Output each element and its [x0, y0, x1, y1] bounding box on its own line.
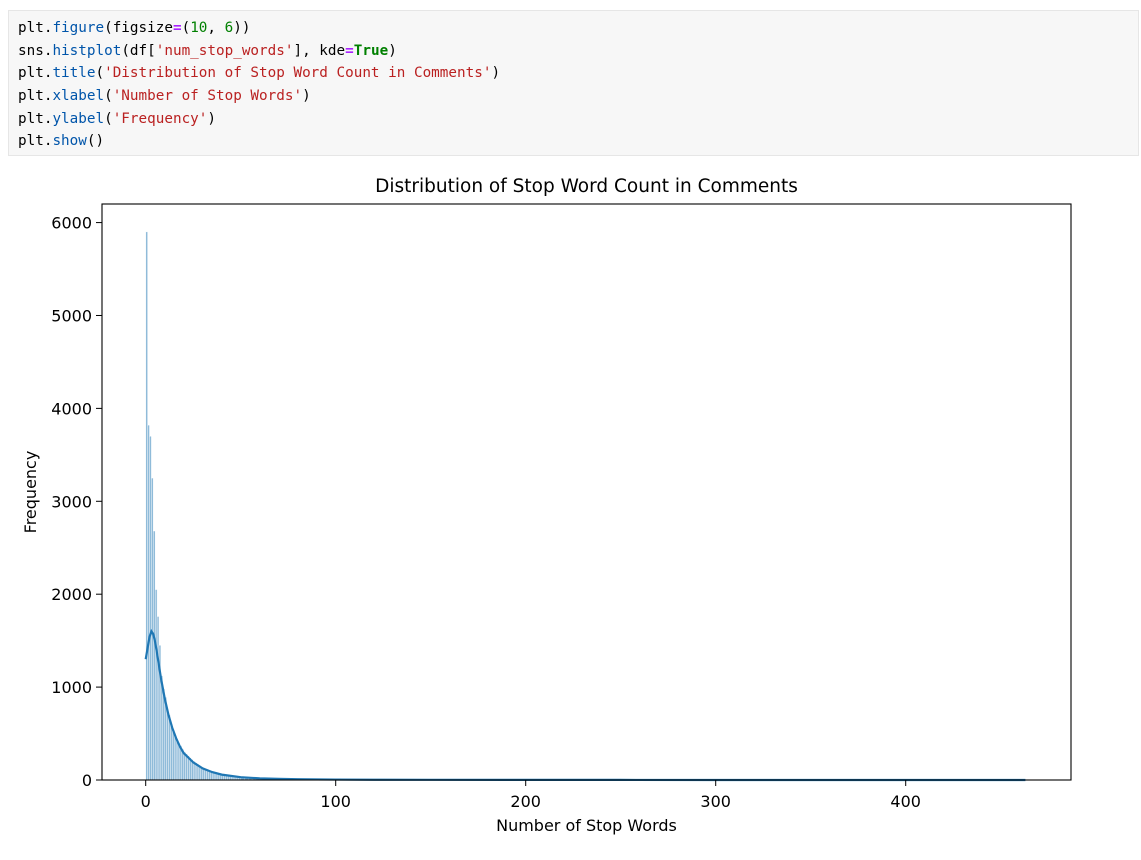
- x-tick-label: 200: [510, 792, 541, 811]
- histogram-bar: [153, 531, 155, 780]
- x-tick-label: 300: [700, 792, 731, 811]
- y-tick-label: 3000: [51, 492, 92, 511]
- y-tick-label: 6000: [51, 214, 92, 233]
- histogram-bar: [151, 478, 153, 780]
- code-token: plt.: [18, 88, 52, 104]
- code-token: sns.: [18, 43, 52, 59]
- code-token: (: [104, 111, 113, 127]
- y-tick-label: 5000: [51, 306, 92, 325]
- histogram-bar: [178, 743, 180, 780]
- code-line: plt.title('Distribution of Stop Word Cou…: [18, 62, 1138, 85]
- x-axis-label: Number of Stop Words: [496, 816, 677, 835]
- code-token: xlabel: [52, 88, 104, 104]
- y-axis-label: Frequency: [21, 451, 40, 534]
- histogram-bar: [163, 689, 165, 780]
- code-token: (): [87, 133, 104, 149]
- x-axis-ticks: 0 100 200 300 400: [141, 780, 921, 811]
- code-token: show: [52, 133, 86, 149]
- code-token: plt.: [18, 111, 52, 127]
- code-line: plt.ylabel('Frequency'): [18, 108, 1138, 131]
- code-token: ,: [207, 20, 224, 36]
- code-token: ): [491, 65, 500, 81]
- histogram-bar: [170, 724, 172, 780]
- histogram-bar: [157, 616, 159, 780]
- histogram-bars: [146, 232, 1026, 780]
- histogram-bar: [176, 739, 178, 780]
- histogram-bar: [167, 709, 169, 780]
- chart-figure: Distribution of Stop Word Count in Comme…: [0, 160, 1141, 860]
- x-tick-label: 100: [320, 792, 351, 811]
- code-token: histplot: [52, 43, 121, 59]
- kde-curve: [146, 631, 1026, 780]
- x-tick-label: 400: [890, 792, 921, 811]
- code-token: (figsize: [104, 20, 173, 36]
- chart-svg: Distribution of Stop Word Count in Comme…: [0, 160, 1141, 856]
- histogram-bar: [184, 752, 186, 780]
- code-token: )): [233, 20, 250, 36]
- code-token: (: [182, 20, 191, 36]
- y-tick-label: 2000: [51, 585, 92, 604]
- code-token: ], kde: [293, 43, 345, 59]
- code-token: title: [52, 65, 95, 81]
- histogram-bar: [155, 590, 157, 780]
- histogram-bar: [174, 735, 176, 780]
- code-token: 6: [225, 20, 234, 36]
- y-axis-ticks: 0 1000 2000 3000 4000 5000 6000: [51, 214, 102, 790]
- code-token: (: [104, 88, 113, 104]
- code-token: 'Number of Stop Words': [113, 88, 302, 104]
- x-tick-label: 0: [141, 792, 151, 811]
- code-token: True: [354, 43, 388, 59]
- histogram-bar: [146, 232, 148, 780]
- code-token: ): [302, 88, 311, 104]
- code-line: plt.figure(figsize=(10, 6)): [18, 17, 1138, 40]
- histogram-bar: [148, 425, 150, 780]
- code-token: 10: [190, 20, 207, 36]
- plot-frame: [102, 204, 1071, 780]
- code-token: ): [388, 43, 397, 59]
- code-token: ): [207, 111, 216, 127]
- code-token: 'num_stop_words': [156, 43, 294, 59]
- code-token: =: [173, 20, 182, 36]
- code-line: plt.xlabel('Number of Stop Words'): [18, 85, 1138, 108]
- code-line: plt.show(): [18, 130, 1138, 153]
- code-token: plt.: [18, 65, 52, 81]
- code-token: plt.: [18, 133, 52, 149]
- code-token: (: [95, 65, 104, 81]
- code-line: sns.histplot(df['num_stop_words'], kde=T…: [18, 40, 1138, 63]
- y-tick-label: 4000: [51, 399, 92, 418]
- histogram-bar: [150, 436, 152, 780]
- code-token: figure: [52, 20, 104, 36]
- chart-title: Distribution of Stop Word Count in Comme…: [375, 176, 798, 197]
- code-cell[interactable]: plt.figure(figsize=(10, 6))sns.histplot(…: [8, 10, 1139, 156]
- code-token: 'Distribution of Stop Word Count in Comm…: [104, 65, 491, 81]
- code-token: (df[: [121, 43, 155, 59]
- y-tick-label: 1000: [51, 678, 92, 697]
- code-token: 'Frequency': [113, 111, 208, 127]
- histogram-bar: [172, 730, 174, 780]
- code-token: plt.: [18, 20, 52, 36]
- code-token: =: [345, 43, 354, 59]
- code-token: ylabel: [52, 111, 104, 127]
- y-tick-label: 0: [82, 771, 92, 790]
- histogram-bar: [169, 715, 171, 780]
